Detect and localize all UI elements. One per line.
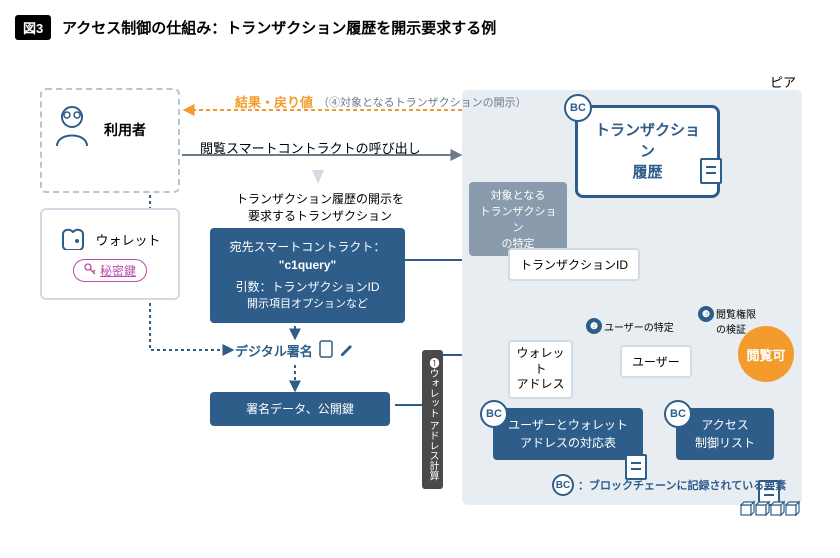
chain-cubes-icon — [740, 500, 800, 518]
tx-history-box: トランザクション 履歴 — [575, 105, 720, 198]
user-wallet-map-box: ユーザーとウォレット アドレスの対応表 — [493, 408, 643, 460]
bc-badge-acl: BC — [664, 400, 692, 428]
step2: ❷ ユーザーの特定 — [586, 318, 674, 334]
secret-key-label: 秘密鍵 — [100, 262, 136, 279]
user-label: 利用者 — [104, 120, 146, 140]
peer-label: ピア — [770, 72, 796, 91]
wallet-panel: ウォレット 秘密鍵 — [40, 208, 180, 300]
txid-box: トランザクションID — [508, 248, 640, 281]
doc-icon-txhist — [700, 158, 722, 184]
request-tx-box: 宛先スマートコントラクト： "c1query" 引数：トランザクションID 開示… — [210, 228, 405, 323]
return-note: （④対象となるトランザクションの開示） — [318, 94, 527, 110]
viewable-circle: 閲覧可 — [738, 326, 794, 382]
request-tx-title: トランザクション履歴の開示を 要求するトランザクション — [210, 190, 430, 224]
wallet-addr-box: ウォレット アドレス — [508, 340, 573, 399]
return-label: 結果・戻り値 — [235, 92, 313, 111]
key-icon — [84, 263, 96, 278]
pen-icon — [339, 342, 353, 359]
target-tx-box: 対象となる トランザクション の特定 — [469, 182, 567, 256]
bc-badge-map: BC — [480, 400, 508, 428]
secret-key-badge: 秘密鍵 — [73, 259, 147, 282]
digital-sig-label: デジタル署名 — [235, 340, 353, 361]
tx-history-l2: 履歴 — [594, 162, 701, 183]
wallet-label: ウォレット — [95, 230, 160, 249]
bc-legend: BC ：ブロックチェーンに記録されている要素 — [552, 474, 786, 496]
user-panel: 利用者 — [40, 88, 180, 193]
invoke-label: 閲覧スマートコントラクトの呼び出し — [200, 138, 421, 157]
user-icon — [52, 104, 92, 151]
step1-vert: ❶ウォレット アドレス計算 — [422, 350, 443, 489]
user-entity-box: ユーザー — [620, 345, 692, 378]
figure-title: アクセス制御の仕組み：トランザクション履歴を開示要求する例 — [62, 17, 496, 38]
wallet-icon — [59, 226, 87, 253]
sig-data-box: 署名データ、公開鍵 — [210, 392, 390, 426]
figure-label: 図3 — [15, 15, 51, 40]
phone-icon — [319, 340, 333, 361]
bc-badge-txhist: BC — [564, 94, 592, 122]
tx-history-l1: トランザクション — [594, 120, 701, 162]
